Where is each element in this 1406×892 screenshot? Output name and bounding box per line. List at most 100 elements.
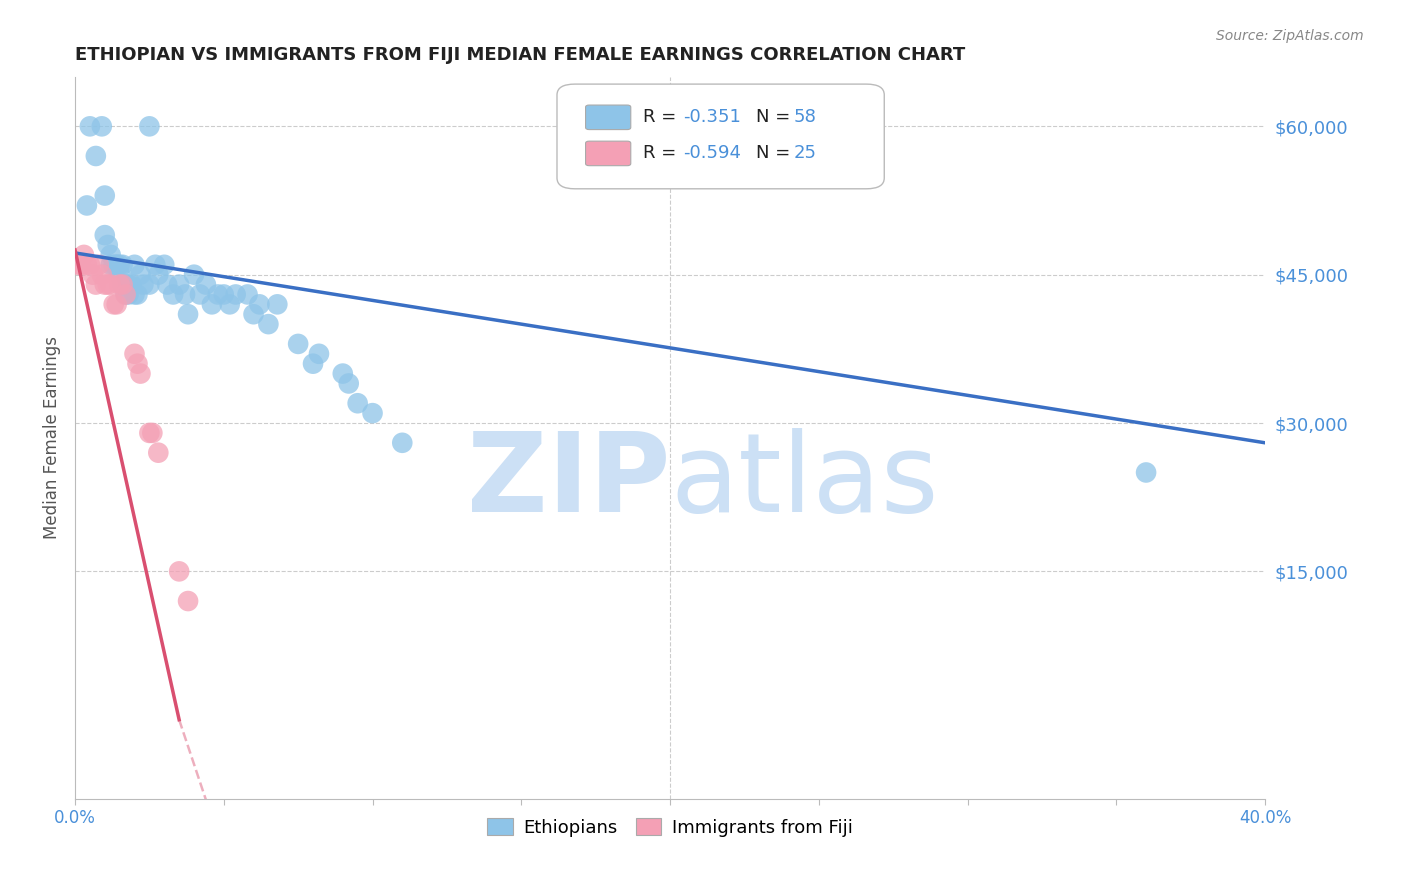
Point	[103, 258, 125, 272]
Text: ETHIOPIAN VS IMMIGRANTS FROM FIJI MEDIAN FEMALE EARNINGS CORRELATION CHART: ETHIOPIAN VS IMMIGRANTS FROM FIJI MEDIAN…	[75, 46, 966, 64]
Point	[82, 268, 104, 282]
Point	[94, 277, 117, 292]
Point	[117, 287, 139, 301]
Text: atlas: atlas	[671, 427, 939, 534]
Point	[188, 287, 211, 301]
Point	[105, 258, 128, 272]
Point	[201, 297, 224, 311]
Point	[391, 435, 413, 450]
Point	[257, 317, 280, 331]
Point	[90, 268, 112, 282]
Point	[242, 307, 264, 321]
Point	[114, 287, 136, 301]
Point	[97, 238, 120, 252]
Y-axis label: Median Female Earnings: Median Female Earnings	[44, 336, 60, 540]
Point	[108, 268, 131, 282]
Point	[156, 277, 179, 292]
Point	[114, 287, 136, 301]
Point	[97, 277, 120, 292]
Point	[103, 297, 125, 311]
Point	[332, 367, 354, 381]
Point	[108, 258, 131, 272]
Point	[117, 277, 139, 292]
Point	[79, 258, 101, 272]
FancyBboxPatch shape	[585, 105, 631, 129]
Point	[236, 287, 259, 301]
FancyBboxPatch shape	[557, 84, 884, 189]
Point	[194, 277, 217, 292]
Point	[87, 258, 110, 272]
Point	[70, 258, 93, 272]
Point	[100, 277, 122, 292]
Point	[90, 120, 112, 134]
Text: Source: ZipAtlas.com: Source: ZipAtlas.com	[1216, 29, 1364, 44]
Point	[141, 425, 163, 440]
Point	[66, 258, 89, 272]
Point	[94, 228, 117, 243]
Point	[73, 248, 96, 262]
Point	[361, 406, 384, 420]
Legend: Ethiopians, Immigrants from Fiji: Ethiopians, Immigrants from Fiji	[479, 811, 860, 844]
Point	[183, 268, 205, 282]
Point	[121, 277, 143, 292]
Point	[167, 277, 190, 292]
FancyBboxPatch shape	[585, 141, 631, 166]
Point	[94, 188, 117, 202]
Point	[143, 258, 166, 272]
Point	[79, 120, 101, 134]
Point	[105, 297, 128, 311]
Point	[111, 277, 134, 292]
Text: R =: R =	[643, 108, 682, 126]
Point	[148, 446, 170, 460]
Point	[114, 277, 136, 292]
Point	[249, 297, 271, 311]
Point	[129, 268, 152, 282]
Point	[127, 357, 149, 371]
Text: N =: N =	[756, 144, 796, 161]
Point	[100, 258, 122, 272]
Point	[218, 297, 240, 311]
Point	[1135, 466, 1157, 480]
Point	[346, 396, 368, 410]
Point	[105, 258, 128, 272]
Point	[167, 565, 190, 579]
Point	[148, 268, 170, 282]
Point	[108, 277, 131, 292]
Text: R =: R =	[643, 144, 682, 161]
Point	[100, 248, 122, 262]
Point	[174, 287, 197, 301]
Text: 58: 58	[794, 108, 817, 126]
Point	[162, 287, 184, 301]
Text: N =: N =	[756, 108, 796, 126]
Text: -0.351: -0.351	[683, 108, 741, 126]
Point	[308, 347, 330, 361]
Point	[129, 367, 152, 381]
Text: -0.594: -0.594	[683, 144, 741, 161]
Point	[287, 337, 309, 351]
Point	[225, 287, 247, 301]
Point	[84, 149, 107, 163]
Point	[138, 277, 160, 292]
Point	[138, 425, 160, 440]
Point	[138, 120, 160, 134]
Point	[111, 277, 134, 292]
Point	[124, 287, 146, 301]
Point	[212, 287, 235, 301]
Text: 25: 25	[794, 144, 817, 161]
Point	[153, 258, 176, 272]
Point	[84, 277, 107, 292]
Point	[127, 287, 149, 301]
Point	[111, 258, 134, 272]
Point	[337, 376, 360, 391]
Point	[177, 594, 200, 608]
Point	[124, 258, 146, 272]
Point	[132, 277, 155, 292]
Point	[76, 198, 98, 212]
Point	[124, 347, 146, 361]
Point	[266, 297, 288, 311]
Point	[207, 287, 229, 301]
Point	[177, 307, 200, 321]
Text: ZIP: ZIP	[467, 427, 671, 534]
Point	[76, 258, 98, 272]
Point	[302, 357, 325, 371]
